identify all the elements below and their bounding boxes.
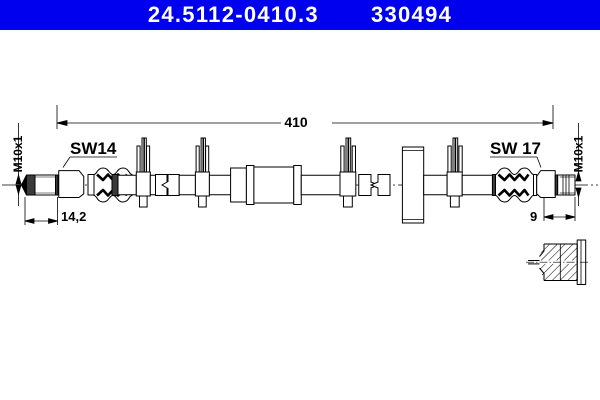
svg-text:14,2: 14,2: [61, 209, 86, 224]
svg-text:410: 410: [284, 114, 308, 130]
svg-text:SW 17: SW 17: [490, 139, 541, 158]
svg-text:M10x1: M10x1: [11, 135, 25, 172]
svg-text:M10x1: M10x1: [572, 135, 586, 172]
svg-text:SW14: SW14: [70, 139, 117, 158]
svg-text:9: 9: [530, 209, 537, 224]
